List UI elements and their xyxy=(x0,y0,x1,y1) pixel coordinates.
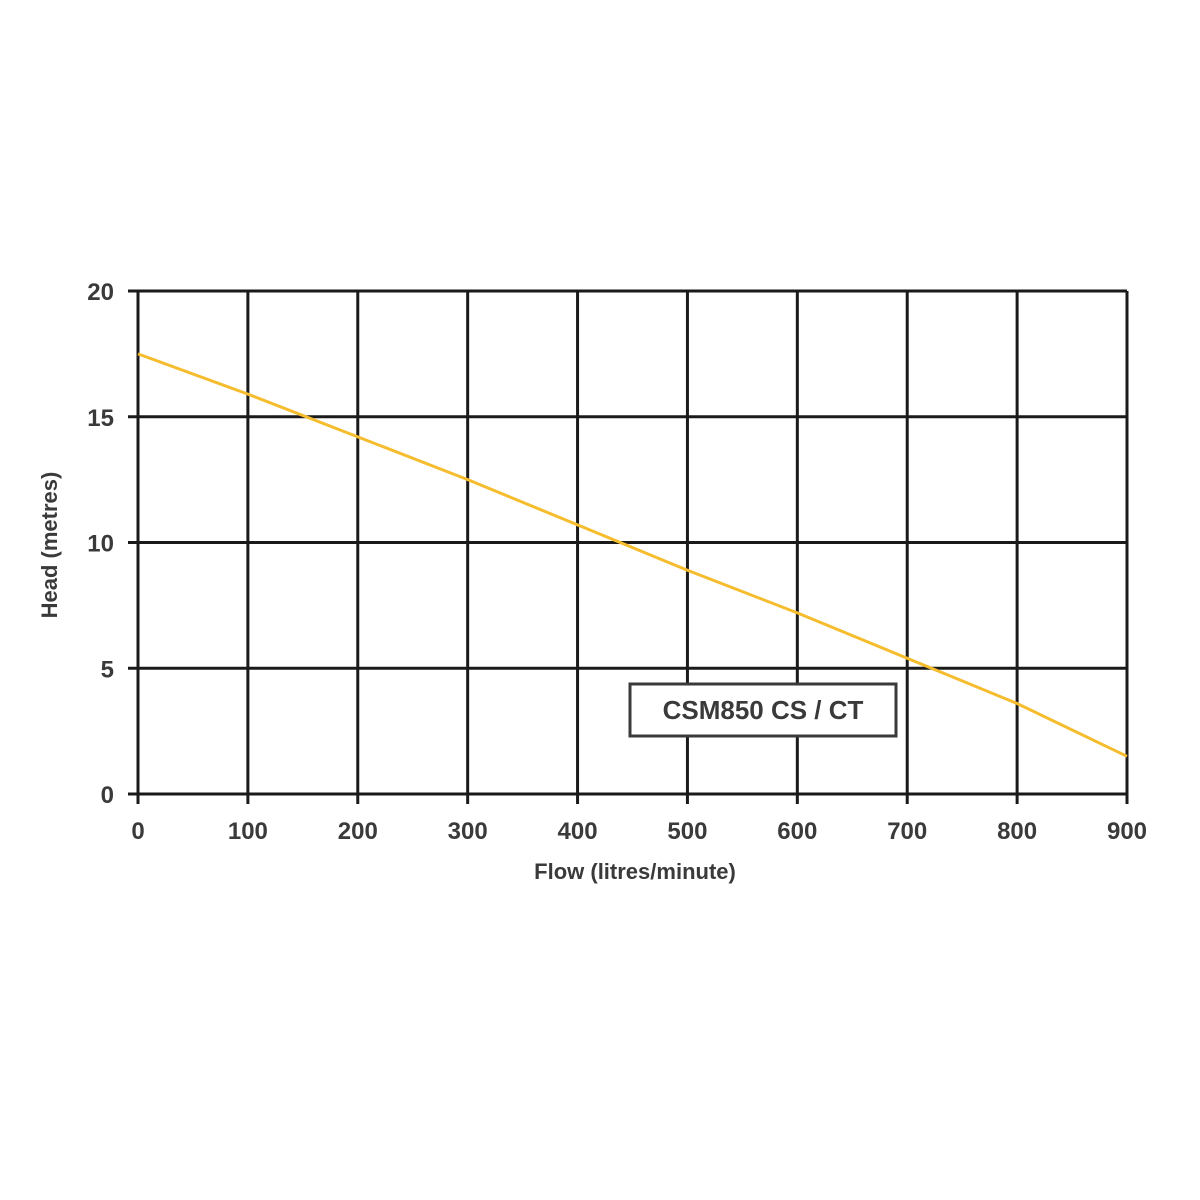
x-tick-label: 300 xyxy=(448,818,488,845)
y-tick-label: 20 xyxy=(87,279,114,306)
x-tick-label: 900 xyxy=(1107,818,1147,845)
legend-label: CSM850 CS / CT xyxy=(663,695,864,725)
legend-frame xyxy=(628,682,898,738)
x-tick-label: 400 xyxy=(558,818,598,845)
x-tick-label: 500 xyxy=(667,818,707,845)
y-tick-label: 10 xyxy=(87,531,114,558)
y-axis-label: Head (metres) xyxy=(37,472,62,619)
x-tick-labels: 0 100 200 300 400 500 600 700 800 900 xyxy=(131,818,1147,845)
y-tick-label: 5 xyxy=(101,656,114,683)
y-tick-label: 15 xyxy=(87,405,114,432)
x-axis-label: Flow (litres/minute) xyxy=(534,859,736,884)
legend-box: CSM850 CS / CT xyxy=(628,682,898,738)
grid xyxy=(128,289,1129,804)
x-tick-label: 200 xyxy=(338,818,378,845)
x-tick-label: 600 xyxy=(777,818,817,845)
x-tick-label: 100 xyxy=(228,818,268,845)
x-tick-label: 800 xyxy=(997,818,1037,845)
series-line-csm850 xyxy=(137,352,1128,758)
y-tick-labels: 0 5 10 15 20 xyxy=(87,279,114,809)
x-tick-label: 700 xyxy=(887,818,927,845)
x-tick-label: 0 xyxy=(131,818,144,845)
y-tick-label: 0 xyxy=(101,782,114,809)
